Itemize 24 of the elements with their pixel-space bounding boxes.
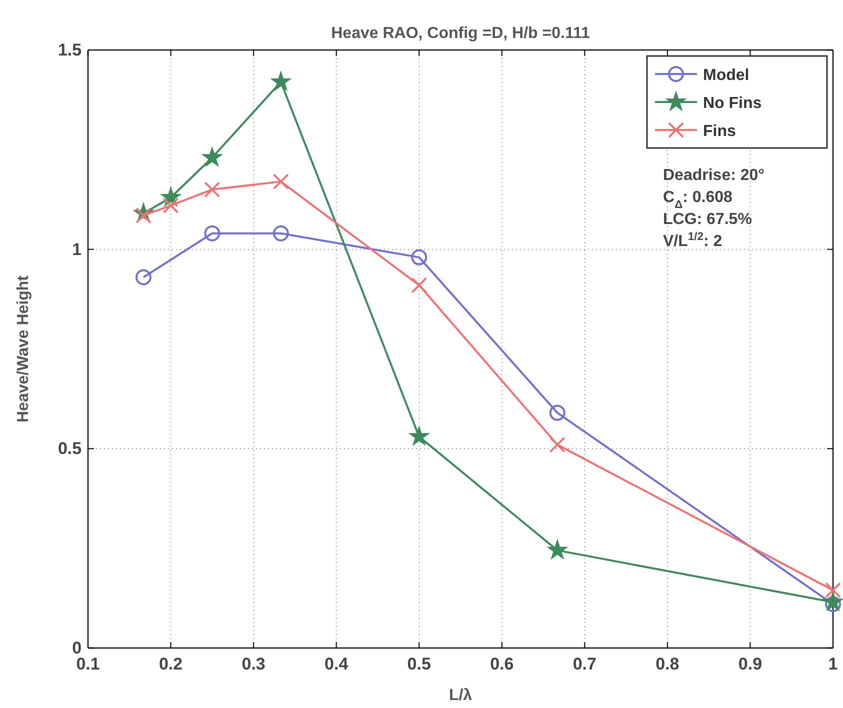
chart-title: Heave RAO, Config =D, H/b =0.111 <box>331 25 590 42</box>
x-tick-label: 0.2 <box>158 654 183 674</box>
x-tick-label: 0.6 <box>490 654 514 674</box>
x-tick-label: 0.8 <box>656 654 680 674</box>
y-axis-title: Heave/Wave Height <box>15 274 32 423</box>
y-tick-label: 1 <box>72 240 82 259</box>
y-tick-label: 0 <box>72 638 82 658</box>
x-tick-label: 1 <box>828 654 838 674</box>
x-tick-label: 0.5 <box>407 654 431 674</box>
y-tick-label: 1.5 <box>58 40 82 60</box>
legend-label: Fins <box>703 123 736 140</box>
annotation: LCG: 67.5% <box>663 211 752 228</box>
legend-label: Model <box>703 67 750 84</box>
x-axis-title: L/λ <box>448 687 472 704</box>
annotation: V/L$^{1/2}$: 2 <box>663 231 722 250</box>
x-tick-label: 0.3 <box>242 654 266 674</box>
x-tick-label: 0.7 <box>572 654 596 674</box>
x-tick-label: 0.4 <box>324 654 349 674</box>
annotation: C$_{Δ}$: 0.608 <box>663 189 733 211</box>
annotation: Deadrise: 20° <box>663 167 765 184</box>
x-tick-label: 0.1 <box>76 654 100 674</box>
x-tick-label: 0.9 <box>738 654 762 674</box>
y-tick-label: 0.5 <box>58 439 82 458</box>
legend-label: No Fins <box>703 95 762 112</box>
